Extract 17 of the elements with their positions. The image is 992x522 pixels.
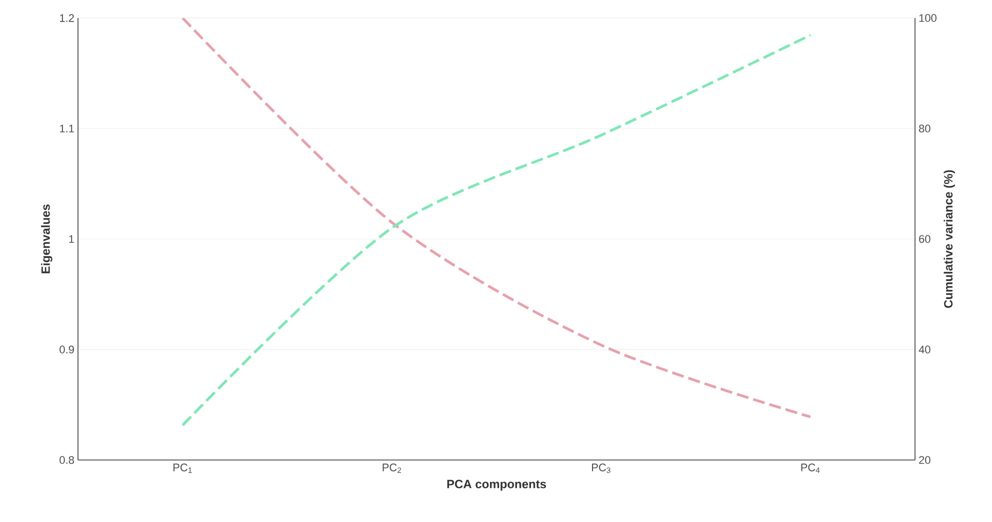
y-tick-label: 0.9 — [60, 346, 74, 354]
y-axis-title: Eigenvalues — [41, 204, 52, 274]
x-tick-label: PC$_{1}$ — [174, 464, 192, 473]
y-tick-label: 1 — [69, 235, 74, 243]
y2-tick-label: 60 — [919, 235, 930, 243]
y2-tick-label: 80 — [919, 124, 930, 132]
x-tick-label: PC$_{3}$ — [592, 464, 610, 473]
y2-tick-label: 100 — [919, 14, 936, 22]
y-tick-label: 0.8 — [60, 456, 74, 464]
y-tick-label: 1.2 — [60, 14, 74, 22]
x-tick-label: PC$_{4}$ — [801, 464, 820, 473]
x-axis-title: PCA components — [447, 480, 546, 491]
y2-axis-title: Cumulative variance (%) — [944, 170, 955, 308]
x-tick-label: PC$_{2}$ — [382, 464, 402, 473]
y2-tick-label: 20 — [919, 456, 930, 464]
y2-tick-label: 40 — [918, 346, 930, 354]
y-tick-label: 1.1 — [60, 124, 74, 132]
